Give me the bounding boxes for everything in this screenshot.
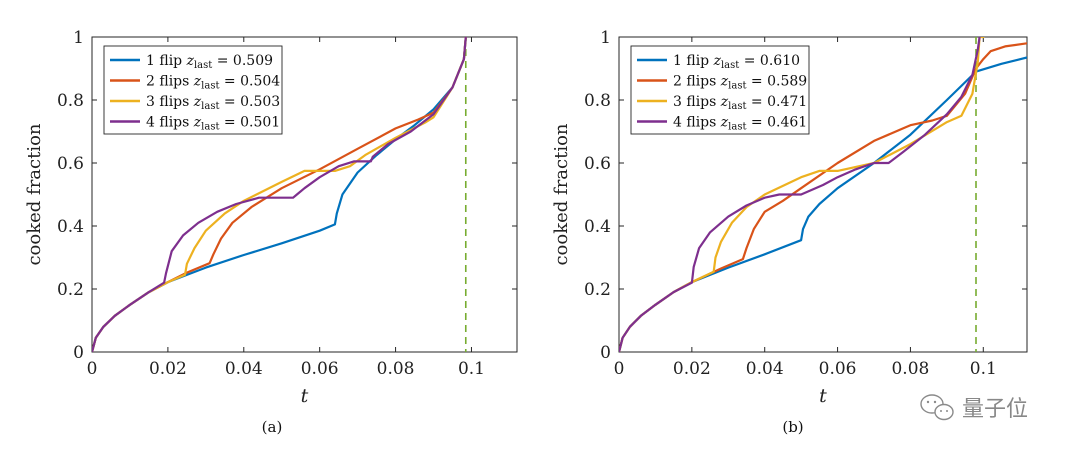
legend-z-subscript: last bbox=[201, 101, 219, 112]
x-axis-label: t bbox=[301, 385, 309, 407]
plot-frame bbox=[91, 36, 518, 353]
series-line-4-flips bbox=[92, 37, 467, 352]
x-tick-label: 0 bbox=[87, 359, 98, 379]
legend-z-subscript: last bbox=[728, 81, 746, 92]
x-tick-label: 0 bbox=[614, 359, 625, 379]
wechat-icon bbox=[920, 394, 954, 421]
x-tick-label: 0.06 bbox=[819, 359, 857, 379]
legend-entry: 2 flips zlast = 0.589 bbox=[673, 74, 807, 92]
legend-z-value: = 0.509 bbox=[212, 53, 273, 69]
x-tick-label: 0.1 bbox=[970, 359, 997, 379]
y-tick-label: 0 bbox=[600, 343, 611, 363]
y-tick-label: 0.6 bbox=[57, 154, 84, 174]
y-axis-label: cooked fraction bbox=[551, 123, 572, 265]
legend-z-value: = 0.461 bbox=[746, 115, 807, 131]
legend-z-symbol: z bbox=[713, 53, 722, 69]
watermark-label: 量子位 bbox=[962, 397, 1028, 422]
x-tick-label: 0.02 bbox=[149, 359, 187, 379]
y-tick-label: 0 bbox=[73, 343, 84, 363]
legend-entry: 1 flip zlast = 0.610 bbox=[673, 53, 800, 71]
legend-z-subscript: last bbox=[201, 122, 219, 133]
legend-z-symbol: z bbox=[193, 115, 202, 131]
x-tick-label: 0.06 bbox=[301, 359, 339, 379]
legend-entry: 2 flips zlast = 0.504 bbox=[146, 74, 280, 92]
y-tick-label: 0.6 bbox=[584, 154, 611, 174]
legend-z-subscript: last bbox=[728, 101, 746, 112]
legend-z-value: = 0.503 bbox=[219, 94, 280, 110]
legend-z-value: = 0.610 bbox=[739, 53, 800, 69]
legend-entry: 3 flips zlast = 0.471 bbox=[673, 94, 807, 112]
legend-z-subscript: last bbox=[721, 60, 739, 71]
y-tick-label: 1 bbox=[73, 28, 84, 48]
x-axis-label: t bbox=[819, 385, 827, 407]
y-tick-label: 0.8 bbox=[584, 91, 611, 111]
y-tick-label: 0.2 bbox=[57, 280, 84, 300]
legend-z-symbol: z bbox=[186, 53, 195, 69]
panel-caption: (b) bbox=[782, 418, 803, 436]
legend-z-symbol: z bbox=[720, 115, 729, 131]
legend-entry: 4 flips zlast = 0.501 bbox=[146, 115, 280, 133]
series-line-4-flips bbox=[619, 37, 981, 352]
legend: 1 flip zlast = 0.610 2 flips zlast = 0.58… bbox=[630, 45, 810, 135]
panel-b: 0 0.02 0.04 0.06 0.08 0.1 0 0.2 0.4 0.6 0.8 1 t cooke… bbox=[551, 28, 1028, 436]
panel-a: 0 0.02 0.04 0.06 0.08 0.1 0 0.2 0.4 0.6 0.8 1 t cooke… bbox=[24, 28, 518, 436]
x-tick-label: 0.1 bbox=[458, 359, 485, 379]
legend-z-value: = 0.589 bbox=[746, 74, 807, 90]
y-tick-label: 0.2 bbox=[584, 280, 611, 300]
watermark: 量子位 bbox=[920, 394, 1028, 422]
legend-z-symbol: z bbox=[720, 94, 729, 110]
plot-frame bbox=[618, 36, 1028, 353]
y-axis-label: cooked fraction bbox=[24, 123, 45, 265]
legend-entry: 3 flips zlast = 0.503 bbox=[146, 94, 280, 112]
legend-entry: 1 flip zlast = 0.509 bbox=[146, 53, 273, 71]
x-tick-label: 0.04 bbox=[225, 359, 263, 379]
x-tick-label: 0.08 bbox=[377, 359, 415, 379]
legend-z-value: = 0.504 bbox=[219, 74, 280, 90]
legend-z-symbol: z bbox=[720, 74, 729, 90]
x-tick-label: 0.02 bbox=[673, 359, 711, 379]
legend-z-subscript: last bbox=[728, 122, 746, 133]
legend-entry: 4 flips zlast = 0.461 bbox=[673, 115, 807, 133]
panel-caption: (a) bbox=[262, 418, 283, 436]
legend-z-subscript: last bbox=[201, 81, 219, 92]
legend-z-subscript: last bbox=[194, 60, 212, 71]
y-tick-label: 0.4 bbox=[584, 217, 611, 237]
series-group bbox=[92, 37, 467, 352]
y-tick-label: 1 bbox=[600, 28, 611, 48]
x-tick-label: 0.04 bbox=[746, 359, 784, 379]
legend-z-symbol: z bbox=[193, 74, 202, 90]
y-tick-label: 0.4 bbox=[57, 217, 84, 237]
series-group bbox=[619, 37, 1027, 352]
x-tick-label: 0.08 bbox=[891, 359, 929, 379]
y-tick-label: 0.8 bbox=[57, 91, 84, 111]
legend: 1 flip zlast = 0.509 2 flips zlast = 0.50… bbox=[103, 45, 283, 135]
legend-z-symbol: z bbox=[193, 94, 202, 110]
legend-z-value: = 0.501 bbox=[219, 115, 280, 131]
legend-z-value: = 0.471 bbox=[746, 94, 807, 110]
